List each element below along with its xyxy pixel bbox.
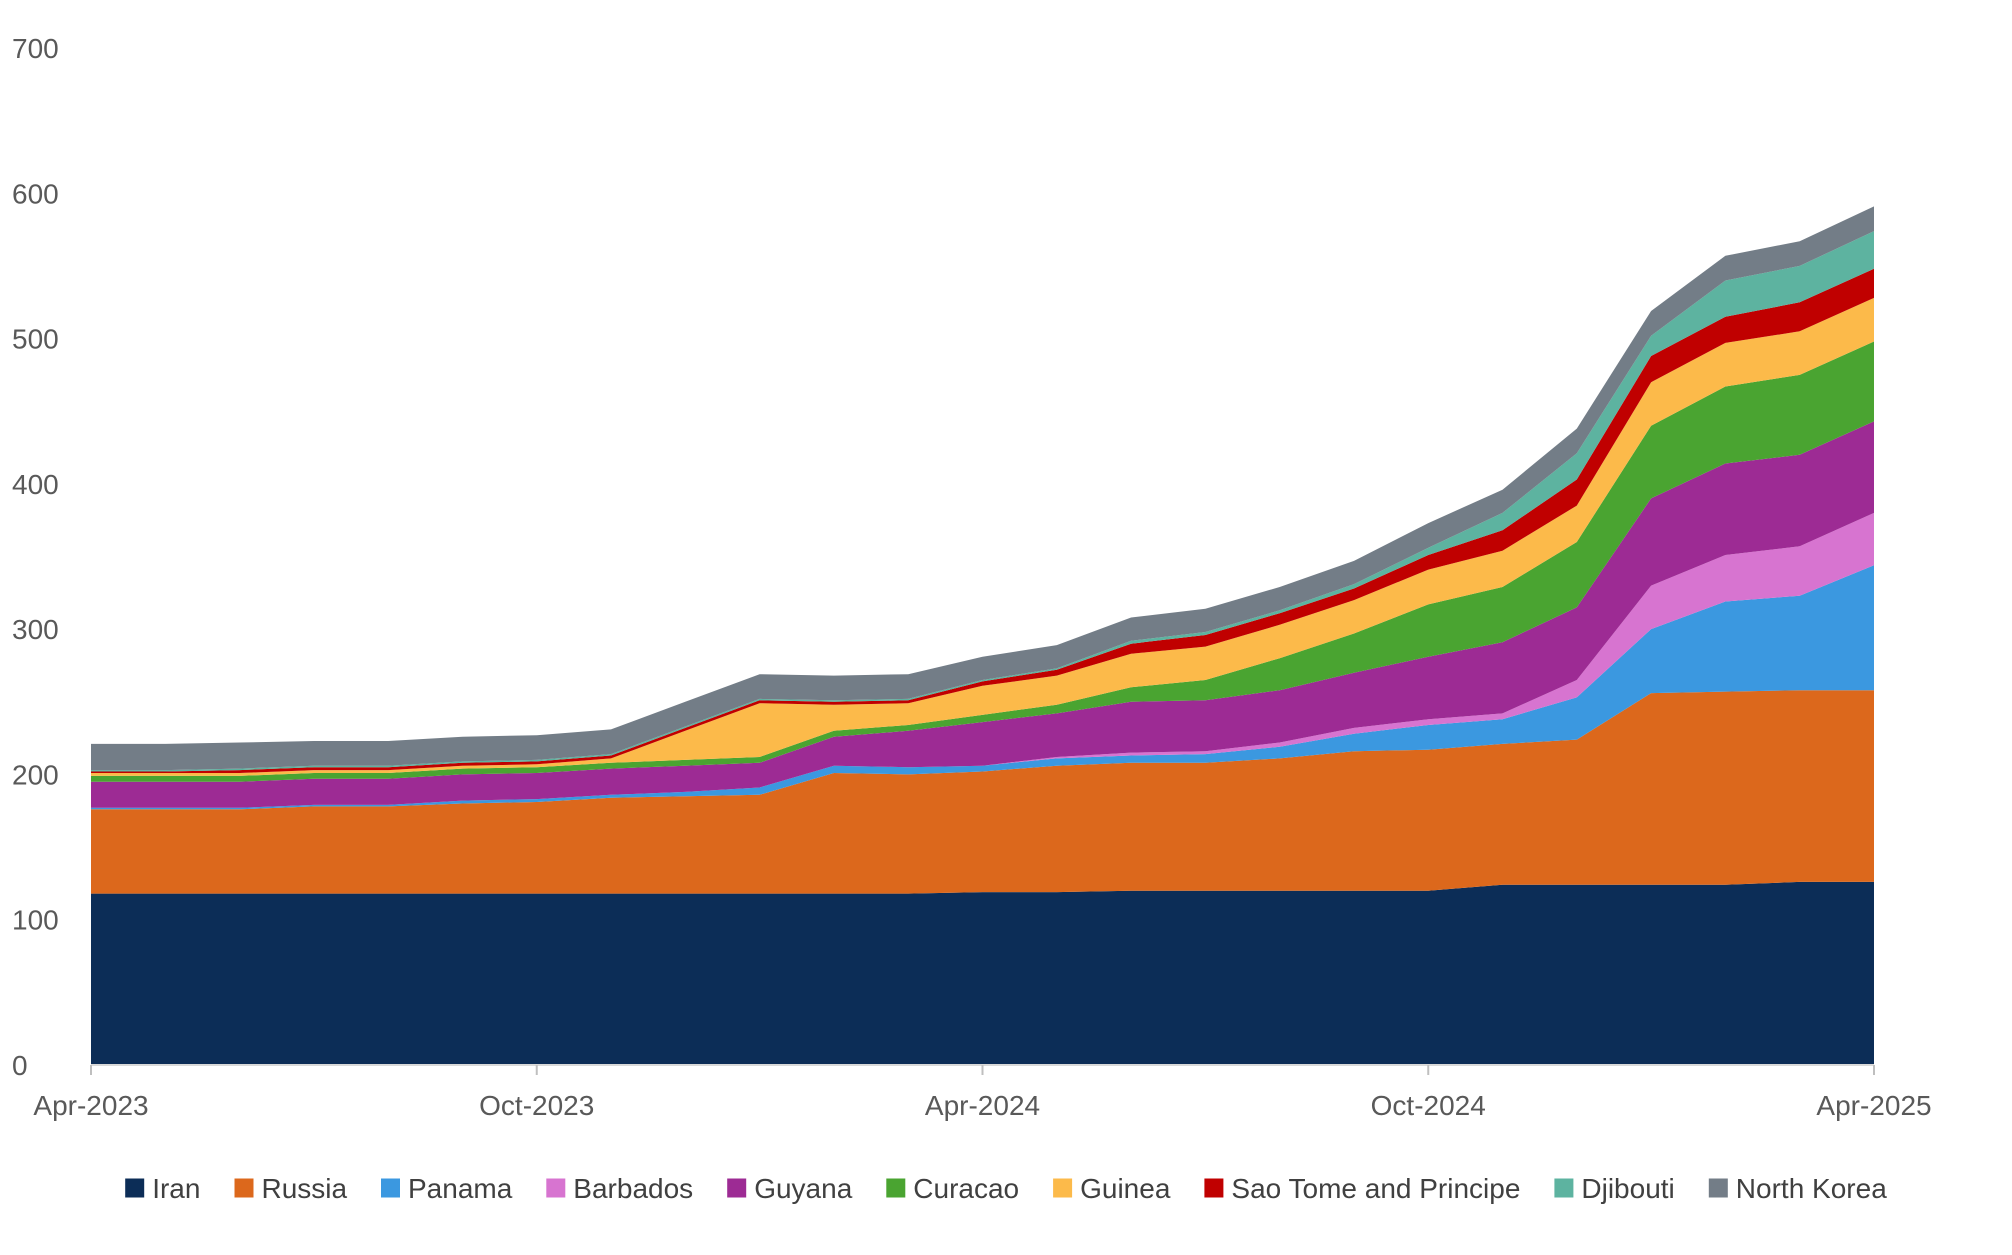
legend-item-sao-tome-and-principe: Sao Tome and Principe (1204, 1173, 1520, 1204)
x-tick-label: Oct-2023 (479, 1090, 594, 1121)
area-layer (91, 206, 1874, 1065)
legend-item-north-korea: North Korea (1708, 1173, 1887, 1204)
legend-label: Guyana (754, 1173, 852, 1204)
legend-swatch (1708, 1178, 1728, 1198)
legend-item-iran: Iran (125, 1173, 200, 1204)
legend-label: Barbados (573, 1173, 693, 1204)
legend-item-curacao: Curacao (886, 1173, 1019, 1204)
legend-swatch (1554, 1178, 1574, 1198)
legend-swatch (1053, 1178, 1073, 1198)
area-sao-tome-and-principe (91, 268, 1874, 773)
x-tick-label: Apr-2023 (33, 1090, 148, 1121)
y-tick-label: 600 (12, 178, 59, 209)
legend-label: Curacao (913, 1173, 1019, 1204)
area-guyana (91, 421, 1874, 808)
x-tick-label: Apr-2024 (925, 1090, 1040, 1121)
legend-item-djibouti: Djibouti (1554, 1173, 1675, 1204)
area-russia (91, 690, 1874, 894)
legend-label: Russia (262, 1173, 348, 1204)
area-iran (91, 881, 1874, 1065)
legend-swatch (886, 1178, 906, 1198)
legend-swatch (1204, 1178, 1224, 1198)
legend-label: Iran (152, 1173, 200, 1204)
area-djibouti (91, 231, 1874, 772)
legend-swatch (546, 1178, 566, 1198)
y-tick-label: 100 (12, 905, 59, 936)
y-tick-label: 200 (12, 759, 59, 790)
x-tick-label: Apr-2025 (1816, 1090, 1931, 1121)
legend-label: North Korea (1736, 1173, 1887, 1204)
legend-item-guinea: Guinea (1053, 1173, 1171, 1204)
y-tick-label: 400 (12, 469, 59, 500)
legend-item-barbados: Barbados (546, 1173, 693, 1204)
y-tick-label: 500 (12, 324, 59, 355)
area-panama (91, 565, 1874, 810)
legend-label: Panama (408, 1173, 513, 1204)
legend-label: Guinea (1080, 1173, 1171, 1204)
y-tick-label: 0 (12, 1050, 28, 1081)
legend-item-guyana: Guyana (727, 1173, 853, 1204)
legend: Iran Russia Panama Barbados Guyana Curacao Gui… (125, 1173, 1887, 1204)
y-tick-label: 300 (12, 614, 59, 645)
legend-label: Sao Tome and Principe (1231, 1173, 1520, 1204)
legend-item-panama: Panama (381, 1173, 513, 1204)
legend-swatch (381, 1178, 400, 1198)
legend-swatch (125, 1178, 145, 1198)
legend-item-russia: Russia (234, 1173, 348, 1204)
axis-layer: 0 100 200 300 400 500 600 700 Apr-2023 Oct-2023 Ap… (12, 33, 1932, 1121)
legend-label: Djibouti (1581, 1173, 1674, 1204)
legend-swatch (727, 1178, 747, 1198)
area-north-korea (91, 206, 1874, 771)
x-tick-label: Oct-2024 (1371, 1090, 1486, 1121)
y-tick-label: 700 (12, 33, 59, 64)
legend-swatch (234, 1178, 254, 1198)
